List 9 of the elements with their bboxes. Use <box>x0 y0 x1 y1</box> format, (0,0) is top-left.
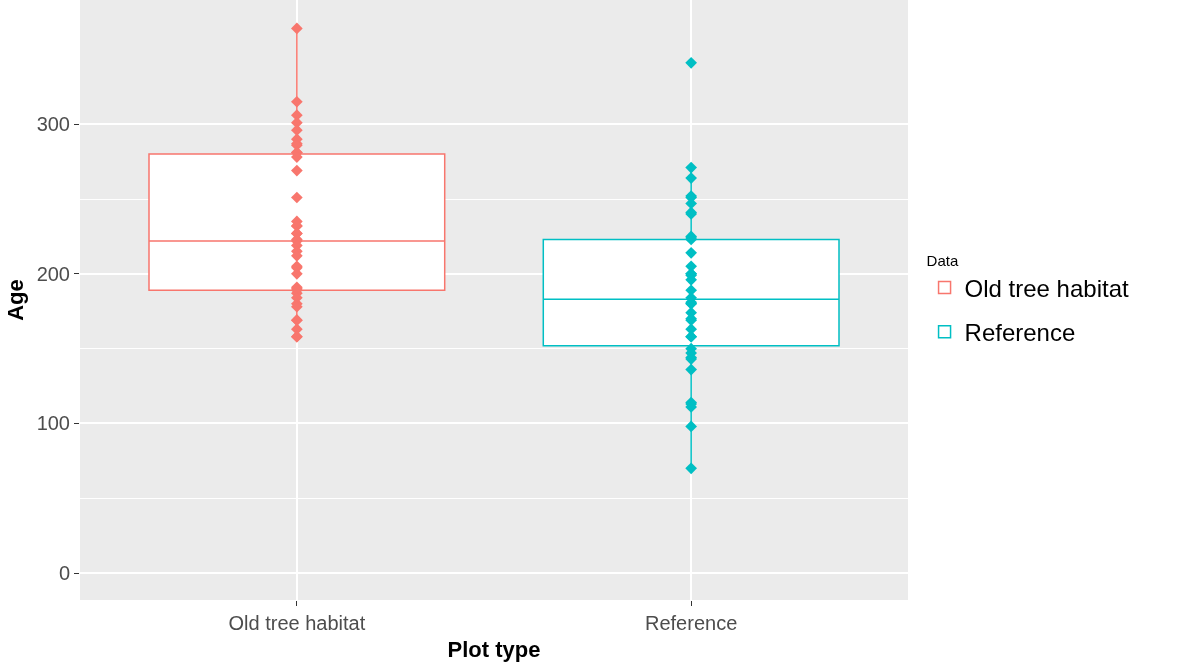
legend-label: Old tree habitat <box>964 274 1129 302</box>
legend-title: Data <box>926 251 959 269</box>
y-tick-label: 100 <box>36 412 70 435</box>
y-tick-label: 200 <box>36 262 70 285</box>
x-axis-title: Plot type <box>447 636 541 662</box>
y-axis-title: Age <box>3 279 29 321</box>
legend-label: Reference <box>964 319 1076 347</box>
y-tick-label: 300 <box>36 113 70 136</box>
y-tick-label: 0 <box>58 562 70 585</box>
